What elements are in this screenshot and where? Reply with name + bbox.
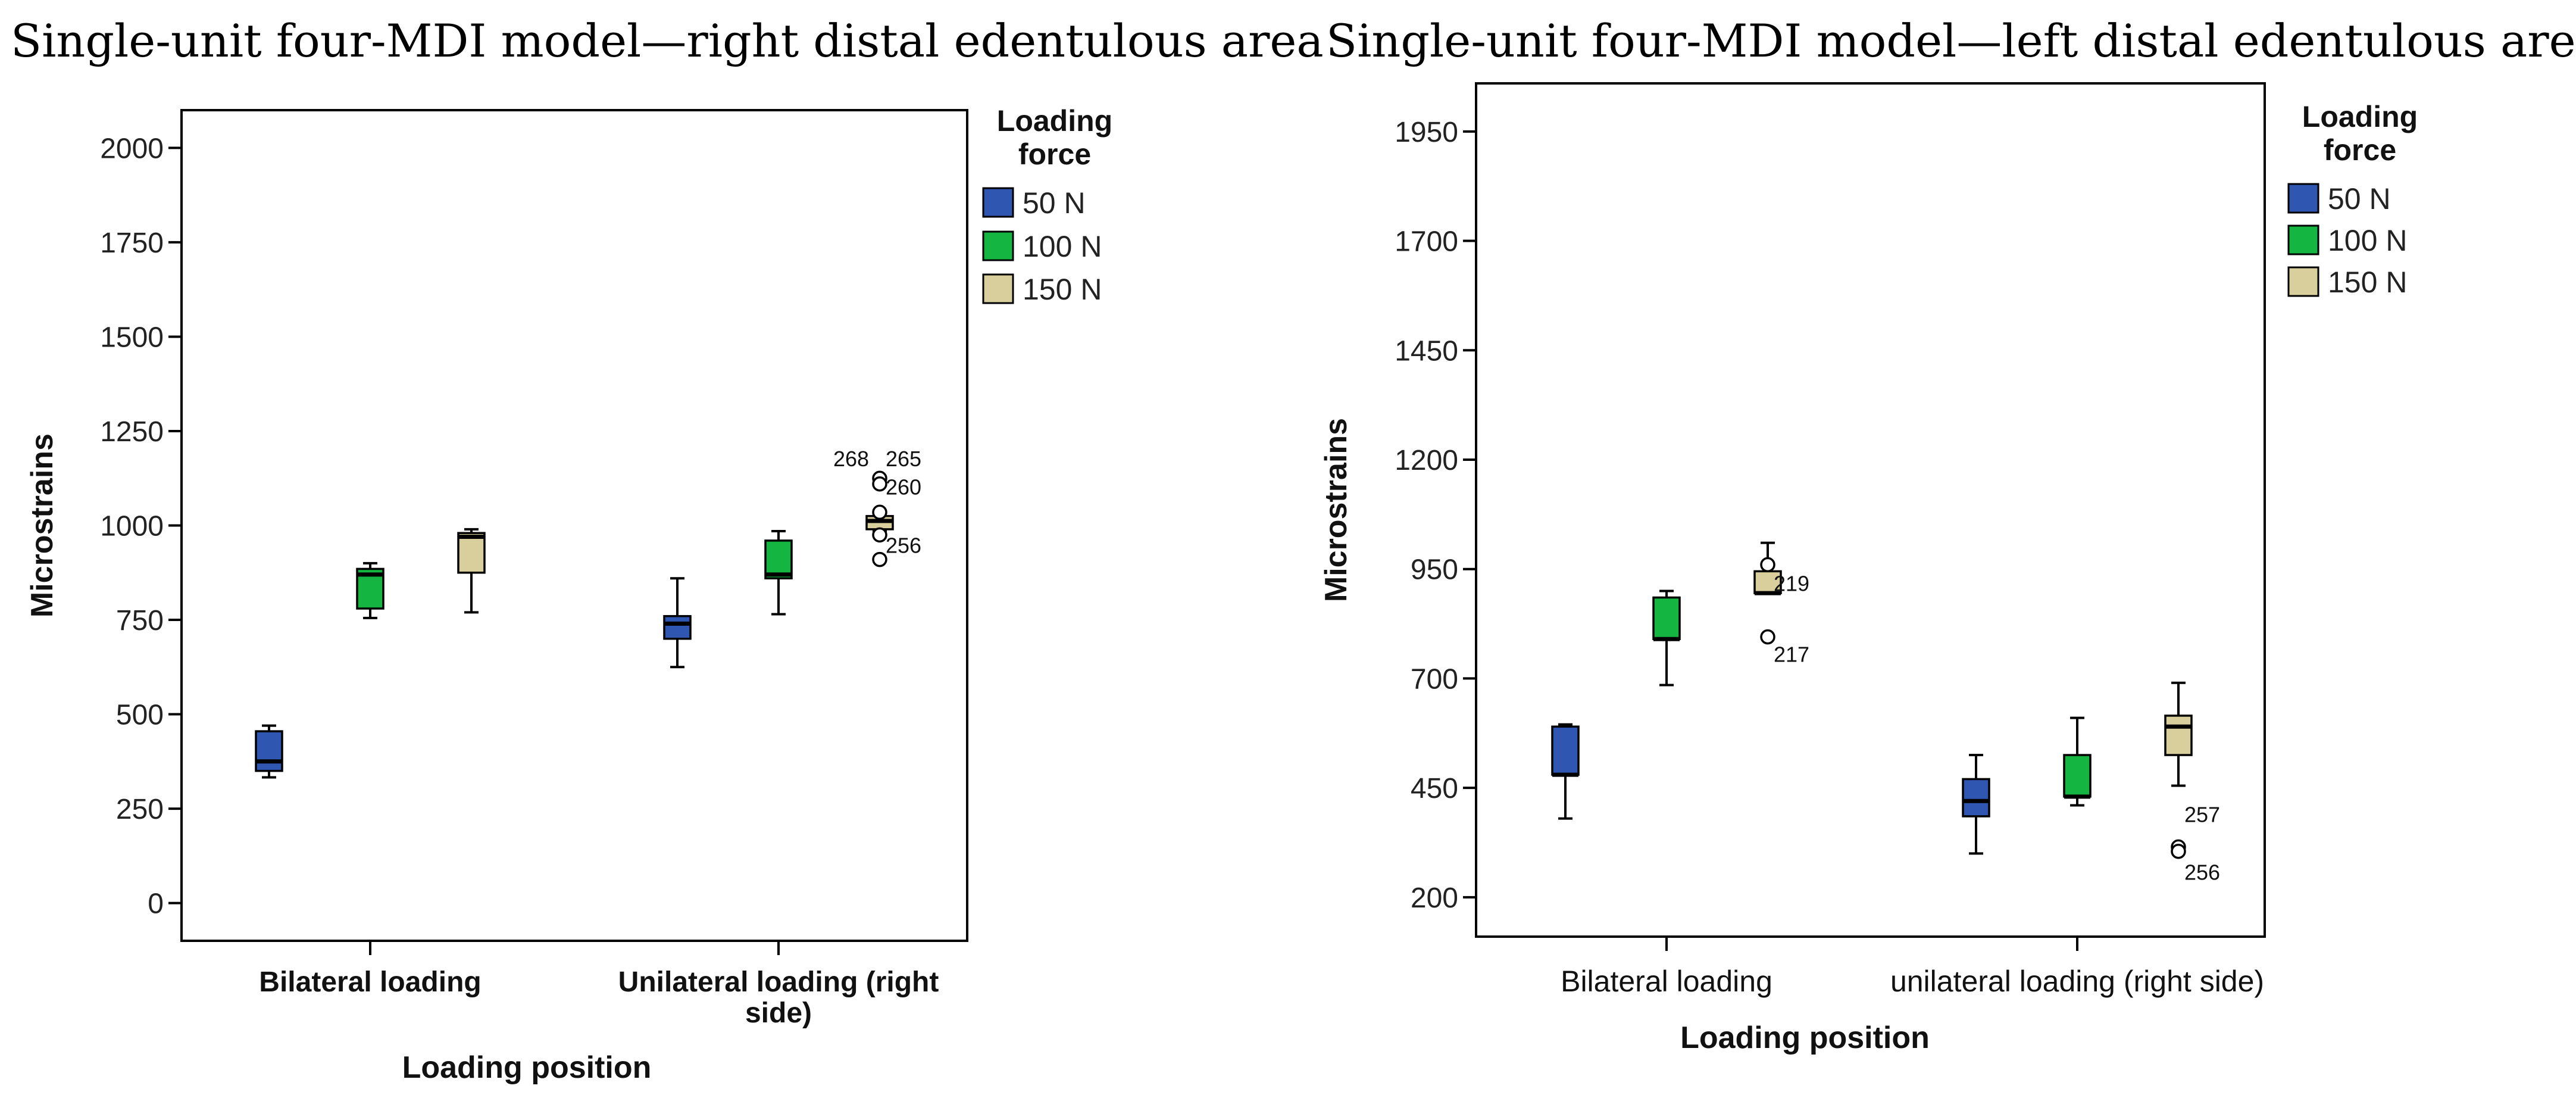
panel-right-distal: Single-unit four-MDI model—right distal … xyxy=(11,14,1324,1085)
legend-title: Loading xyxy=(2302,100,2418,133)
legend-entry: 50 N xyxy=(1023,186,1086,220)
y-tick-label: 0 xyxy=(148,888,164,920)
outlier-label: 260 xyxy=(886,475,921,499)
panel-left-distal: Single-unit four-MDI model—left distal e… xyxy=(1319,14,2576,1055)
legend-entry: 50 N xyxy=(2328,182,2391,216)
legend-title: force xyxy=(1018,138,1091,171)
legend-swatch xyxy=(982,187,1014,218)
box-100n xyxy=(356,562,384,619)
legend-swatch xyxy=(982,230,1014,261)
legend-entry: 100 N xyxy=(1023,230,1102,263)
y-tick-label: 450 xyxy=(1411,773,1458,804)
chart-title: Single-unit four-MDI model—right distal … xyxy=(11,14,1324,67)
legend-swatch xyxy=(2287,266,2319,297)
y-axis-label: Microstrains xyxy=(25,433,60,617)
iqr-box xyxy=(2164,715,2193,756)
plot-frame xyxy=(180,109,968,942)
x-category-label: unilateral loading (right side) xyxy=(1890,965,2264,998)
x-axis-label: Loading position xyxy=(402,1050,652,1085)
y-tick-label: 1000 xyxy=(100,511,164,542)
outlier-point xyxy=(872,551,887,567)
legend-title: Loading xyxy=(997,104,1112,138)
box-150n xyxy=(457,528,486,614)
y-tick-label: 950 xyxy=(1411,554,1458,586)
box-150n: 257 256 xyxy=(2164,681,2220,885)
outlier-label: 265 xyxy=(886,447,921,471)
box-100n xyxy=(1652,589,1681,687)
box-150n: 219 217 xyxy=(1753,541,1809,667)
legend-title: force xyxy=(2324,133,2396,167)
outlier-point xyxy=(872,504,887,520)
legend-entry: 150 N xyxy=(1023,273,1102,306)
box-50n xyxy=(1551,723,1580,820)
iqr-box xyxy=(663,614,692,640)
y-tick-label: 1200 xyxy=(1395,445,1458,476)
box-100n xyxy=(764,530,793,616)
y-tick-label: 1450 xyxy=(1395,335,1458,367)
plot-frame xyxy=(1475,82,2266,938)
y-tick-label: 500 xyxy=(116,700,164,731)
y-axis-label: Microstrains xyxy=(1319,418,1353,602)
outlier-point xyxy=(872,476,887,492)
y-tick-label: 1700 xyxy=(1395,226,1458,258)
box-100n xyxy=(2063,716,2092,807)
x-category-label: Bilateral loading xyxy=(1561,965,1772,998)
y-tick-label: 700 xyxy=(1411,663,1458,695)
legend-entry: 100 N xyxy=(2328,224,2407,257)
y-tick-label: 250 xyxy=(116,794,164,825)
iqr-box xyxy=(457,532,486,574)
box-50n xyxy=(663,577,692,669)
iqr-box xyxy=(1551,725,1580,776)
y-tick-label: 200 xyxy=(1411,882,1458,914)
legend-swatch xyxy=(2287,224,2319,255)
outlier-point xyxy=(2171,843,2186,859)
box-50n xyxy=(255,724,283,779)
x-category-label: Bilateral loading xyxy=(259,966,481,998)
y-tick-label: 1750 xyxy=(100,227,164,259)
x-category-label: Unilateral loading (right xyxy=(618,966,939,998)
outlier-point xyxy=(1760,629,1775,645)
outlier-label: 257 xyxy=(2184,802,2220,826)
outlier-point xyxy=(1760,557,1775,573)
y-tick-label: 1250 xyxy=(100,416,164,448)
iqr-box xyxy=(764,539,793,580)
iqr-box xyxy=(2063,754,2092,798)
legend-swatch xyxy=(2287,183,2319,214)
chart-title: Single-unit four-MDI model—left distal e… xyxy=(1326,14,2576,67)
legend-entry: 150 N xyxy=(2328,266,2407,299)
y-tick-label: 1500 xyxy=(100,322,164,353)
iqr-box xyxy=(1962,778,1990,818)
legend-swatch xyxy=(982,273,1014,304)
box-150n: 268 265 260 256 xyxy=(833,447,921,567)
y-tick-label: 2000 xyxy=(100,133,164,164)
outlier-label: 256 xyxy=(2184,860,2220,885)
y-tick-label: 1950 xyxy=(1395,117,1458,148)
outlier-label: 219 xyxy=(1774,571,1809,595)
outlier-point xyxy=(872,527,887,543)
y-tick-label: 750 xyxy=(116,605,164,637)
x-axis-label: Loading position xyxy=(1680,1021,1930,1055)
x-category-label: side) xyxy=(745,997,812,1029)
iqr-box xyxy=(1652,596,1681,641)
outlier-label: 256 xyxy=(886,533,921,557)
outlier-label: 217 xyxy=(1774,642,1809,667)
iqr-box xyxy=(255,730,283,772)
outlier-label: 268 xyxy=(833,447,869,471)
box-50n xyxy=(1962,754,1990,855)
